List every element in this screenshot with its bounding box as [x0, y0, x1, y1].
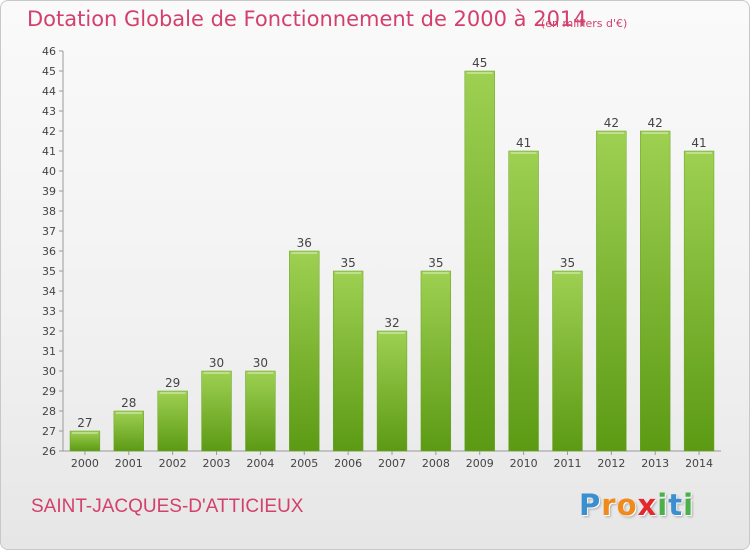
x-tick-label: 2000	[71, 457, 99, 470]
bar	[289, 250, 320, 452]
bar-highlight	[115, 412, 142, 414]
data-label: 36	[297, 236, 312, 250]
y-tick-label: 42	[42, 125, 56, 138]
data-label: 30	[253, 356, 268, 370]
logo-letter: i	[683, 488, 695, 522]
y-tick-label: 35	[42, 265, 56, 278]
y-tick-label: 31	[42, 345, 56, 358]
logo-letter: t	[668, 488, 684, 522]
y-tick-label: 28	[42, 405, 56, 418]
data-label: 35	[340, 256, 355, 270]
bar-highlight	[686, 152, 712, 154]
bar	[113, 410, 144, 452]
bar	[508, 150, 539, 452]
bar	[420, 270, 452, 452]
x-tick-label: 2010	[510, 457, 538, 470]
y-tick-label: 38	[42, 205, 56, 218]
y-tick-label: 29	[42, 385, 56, 398]
x-tick-label: 2013	[641, 457, 669, 470]
y-tick-label: 33	[42, 305, 56, 318]
x-tick-label: 2005	[290, 457, 318, 470]
bar-highlight	[554, 272, 581, 274]
y-tick-label: 26	[42, 445, 56, 458]
data-label: 30	[209, 356, 224, 370]
bar-highlight	[598, 132, 625, 134]
y-tick-label: 39	[42, 185, 56, 198]
commune-name: SAINT-JACQUES-D'ATTICIEUX	[31, 496, 304, 517]
x-axis: 2000 2001 2002 2003 2004 2005 2006 2007 2008 2009…	[63, 450, 721, 470]
bar	[376, 330, 408, 452]
chart-unit: (en milliers d'€)	[541, 17, 628, 30]
x-tick-label: 2006	[334, 457, 362, 470]
bar-highlight	[466, 72, 493, 74]
bar	[552, 270, 583, 452]
x-tick-label: 2011	[553, 457, 581, 470]
logo-letter: x	[637, 488, 658, 522]
x-tick-label: 2014	[685, 457, 713, 470]
y-tick-label: 46	[42, 45, 56, 58]
bar-highlight	[247, 372, 274, 374]
bar	[245, 370, 276, 452]
bar-highlight	[291, 252, 318, 254]
data-label: 42	[648, 116, 663, 130]
y-tick-label: 30	[42, 365, 56, 378]
bar	[201, 370, 232, 452]
data-label: 29	[165, 376, 180, 390]
bar-highlight	[72, 432, 98, 434]
y-axis: 26 27 28 29 30 31 32 33 34 35 36 37 38 39 40 41 42 43 44 45…	[42, 45, 64, 458]
bar	[596, 130, 627, 452]
bar	[157, 390, 188, 452]
bars	[69, 70, 715, 452]
data-labels: 27 28 29 30 30 36 35 32 35 45 41 35 42 42 41	[77, 56, 706, 430]
data-label: 32	[384, 316, 399, 330]
chart-title: Dotation Globale de Fonctionnement de 20…	[27, 7, 587, 31]
data-label: 35	[560, 256, 575, 270]
x-tick-label: 2009	[466, 457, 494, 470]
logo-letter: o	[616, 488, 638, 522]
y-tick-label: 41	[42, 145, 56, 158]
y-tick-label: 34	[42, 285, 56, 298]
data-label: 28	[121, 396, 136, 410]
x-tick-label: 2008	[422, 457, 450, 470]
x-tick-label: 2004	[246, 457, 274, 470]
bar-highlight	[642, 132, 669, 134]
x-tick-label: 2002	[159, 457, 187, 470]
data-label: 41	[691, 136, 706, 150]
x-tick-label: 2001	[115, 457, 143, 470]
y-tick-label: 45	[42, 65, 56, 78]
x-tick-label: 2003	[203, 457, 231, 470]
data-label: 27	[77, 416, 92, 430]
y-tick-label: 32	[42, 325, 56, 338]
bar-highlight	[335, 272, 362, 274]
data-label: 42	[604, 116, 619, 130]
bar-highlight	[203, 372, 230, 374]
bar	[464, 70, 495, 452]
y-tick-label: 27	[42, 425, 56, 438]
bar-highlight	[159, 392, 186, 394]
data-label: 41	[516, 136, 531, 150]
bar	[69, 430, 101, 452]
bar	[683, 150, 715, 452]
bar-highlight	[422, 272, 449, 274]
x-tick-label: 2012	[597, 457, 625, 470]
y-tick-label: 36	[42, 245, 56, 258]
logo-letter: P	[579, 488, 602, 522]
y-tick-label: 37	[42, 225, 56, 238]
y-tick-label: 44	[42, 85, 56, 98]
data-label: 35	[428, 256, 443, 270]
logo-letter: i	[657, 488, 669, 522]
bar	[332, 270, 364, 452]
logo-letter: r	[601, 488, 617, 522]
proxiti-logo: Proxiti	[579, 488, 694, 522]
x-tick-label: 2007	[378, 457, 406, 470]
bar-highlight	[379, 332, 405, 334]
y-tick-label: 40	[42, 165, 56, 178]
bar	[640, 130, 671, 452]
y-tick-label: 43	[42, 105, 56, 118]
bar-highlight	[510, 152, 537, 154]
data-label: 45	[472, 56, 487, 70]
